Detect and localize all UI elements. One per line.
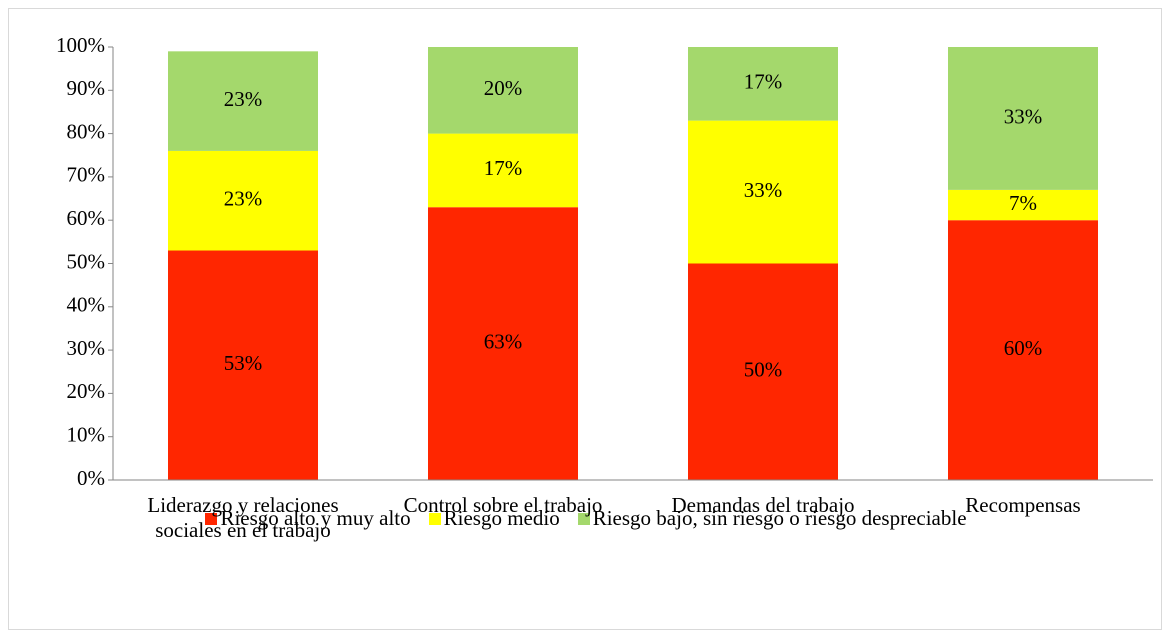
bar-segment: [168, 150, 318, 251]
data-label: 53%: [224, 351, 263, 375]
data-label: 23%: [224, 87, 263, 111]
x-tick-label: Liderazgo y relaciones sociales en el tr…: [147, 493, 339, 542]
data-label: 60%: [1004, 336, 1043, 360]
legend-label: Riesgo alto y muy alto: [220, 506, 411, 530]
bar-segment: [688, 263, 838, 480]
data-label: 50%: [744, 358, 783, 382]
bar-segment: [168, 51, 318, 151]
y-tick-label: 20%: [67, 379, 106, 403]
data-label: 63%: [484, 329, 523, 353]
x-tick-label: Demandas del trabajo: [671, 493, 855, 517]
data-label: 23%: [224, 187, 263, 211]
y-tick-label: 40%: [67, 293, 106, 317]
chart-frame: [8, 8, 1162, 630]
bar-segment: [688, 120, 838, 264]
y-tick-label: 80%: [67, 119, 106, 143]
legend-item: Riesgo alto y muy alto: [205, 506, 411, 531]
bar-segment: [428, 47, 578, 134]
legend-swatch: [205, 512, 218, 525]
y-tick-label: 30%: [67, 336, 106, 360]
data-label: 33%: [1004, 104, 1043, 128]
data-label: 33%: [744, 178, 783, 202]
legend-swatch: [428, 512, 441, 525]
bar-segment: [428, 207, 578, 480]
y-tick-label: 50%: [67, 249, 106, 273]
legend-item: Riesgo medio: [428, 506, 560, 531]
y-tick-label: 0%: [77, 466, 105, 490]
bar-segment: [948, 220, 1098, 480]
data-label: 20%: [484, 76, 523, 100]
y-tick-label: 100%: [56, 33, 105, 57]
data-label: 7%: [1009, 191, 1037, 215]
y-tick-label: 10%: [67, 423, 106, 447]
y-tick-label: 70%: [67, 163, 106, 187]
data-label: 17%: [484, 156, 523, 180]
data-label: 17%: [744, 70, 783, 94]
x-tick-label: Recompensas: [965, 493, 1081, 517]
bar-segment: [688, 47, 838, 121]
x-tick-label: Control sobre el trabajo: [403, 493, 603, 517]
bar-segment: [948, 47, 1098, 190]
legend: Riesgo alto y muy alto Riesgo medio Riesgo…: [0, 506, 1172, 531]
legend-item: Riesgo bajo, sin riesgo o riesgo desprec…: [577, 506, 967, 531]
bar-segment: [428, 133, 578, 208]
y-tick-label: 60%: [67, 206, 106, 230]
legend-label: Riesgo bajo, sin riesgo o riesgo desprec…: [592, 506, 967, 530]
legend-swatch: [577, 512, 590, 525]
bar-segment: [948, 189, 1098, 221]
y-tick-label: 90%: [67, 76, 106, 100]
bar-segment: [168, 250, 318, 480]
legend-label: Riesgo medio: [443, 506, 560, 530]
